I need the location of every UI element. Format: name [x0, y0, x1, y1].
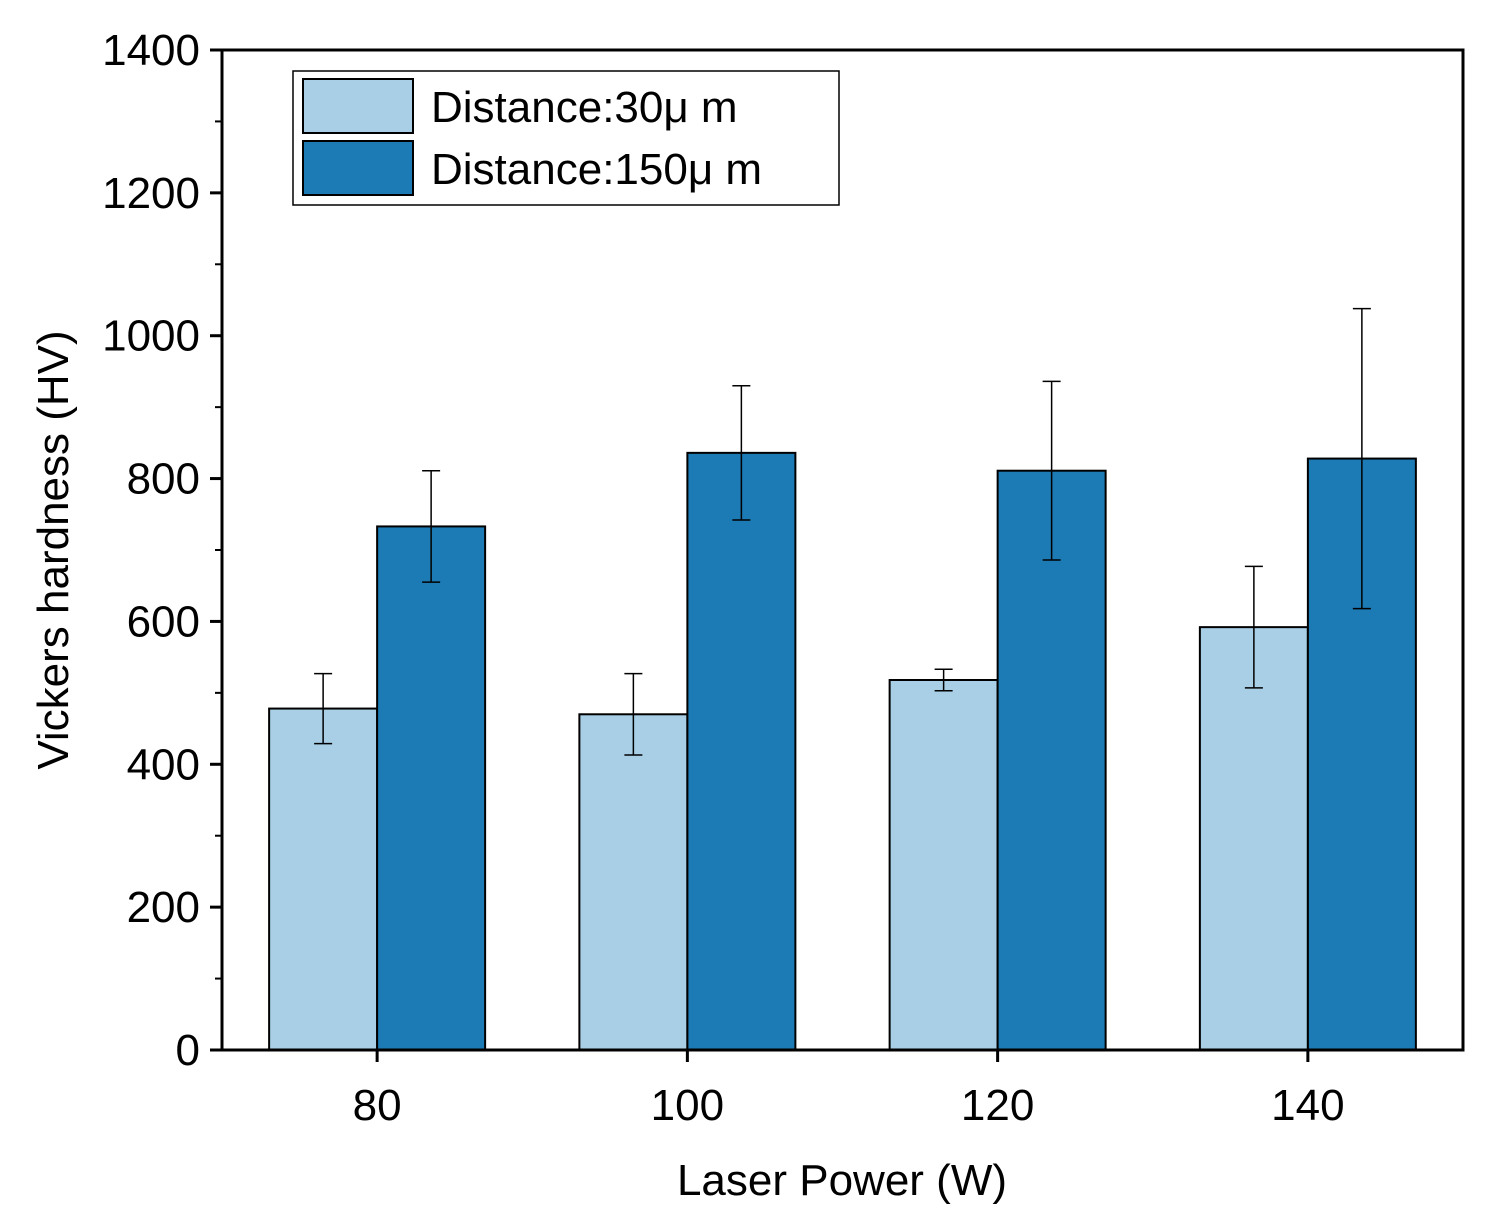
bars-layer — [268, 451, 1417, 1052]
bar-100-series-2 — [686, 451, 797, 1052]
x-tick-label-120: 120 — [961, 1081, 1034, 1130]
x-tick-label-100: 100 — [651, 1081, 724, 1130]
error-bar-100-series-1 — [624, 672, 643, 756]
x-tick-label-80: 80 — [353, 1081, 402, 1130]
legend-swatch-series-1 — [302, 78, 414, 134]
legend-swatch-series-2 — [302, 140, 414, 196]
bar-120-series-2 — [996, 469, 1107, 1051]
y-tick-label-600: 600 — [127, 597, 200, 646]
y-axis-title: Vickers hardness (HV) — [29, 330, 78, 769]
x-axis-title: Laser Power (W) — [677, 1156, 1007, 1205]
y-tick-label-1400: 1400 — [102, 26, 200, 75]
legend: Distance:30μ m Distance:150μ m — [292, 70, 840, 206]
error-bar-140-series-1 — [1244, 565, 1263, 689]
legend-label-series-1: Distance:30μ m — [431, 83, 738, 132]
error-bar-80-series-1 — [314, 672, 333, 745]
y-tick-label-1200: 1200 — [102, 169, 200, 218]
error-bars-layer — [314, 307, 1371, 756]
error-bar-120-series-1 — [934, 668, 953, 692]
error-bar-120-series-2 — [1042, 380, 1061, 561]
legend-label-series-2: Distance:150μ m — [431, 145, 762, 194]
bar-120-series-1 — [888, 679, 999, 1051]
bar-140-series-1 — [1198, 626, 1309, 1052]
bar-80-series-2 — [376, 525, 487, 1051]
error-bar-140-series-2 — [1352, 307, 1371, 610]
y-tick-label-200: 200 — [127, 883, 200, 932]
y-tick-label-400: 400 — [127, 740, 200, 789]
x-tick-label-140: 140 — [1271, 1081, 1344, 1130]
y-tick-label-0: 0 — [176, 1026, 200, 1075]
error-bar-100-series-2 — [732, 384, 751, 521]
bar-80-series-1 — [268, 707, 379, 1051]
error-bar-80-series-2 — [422, 469, 441, 583]
y-tick-label-800: 800 — [127, 455, 200, 504]
bar-100-series-1 — [578, 713, 689, 1051]
y-tick-label-1000: 1000 — [102, 312, 200, 361]
